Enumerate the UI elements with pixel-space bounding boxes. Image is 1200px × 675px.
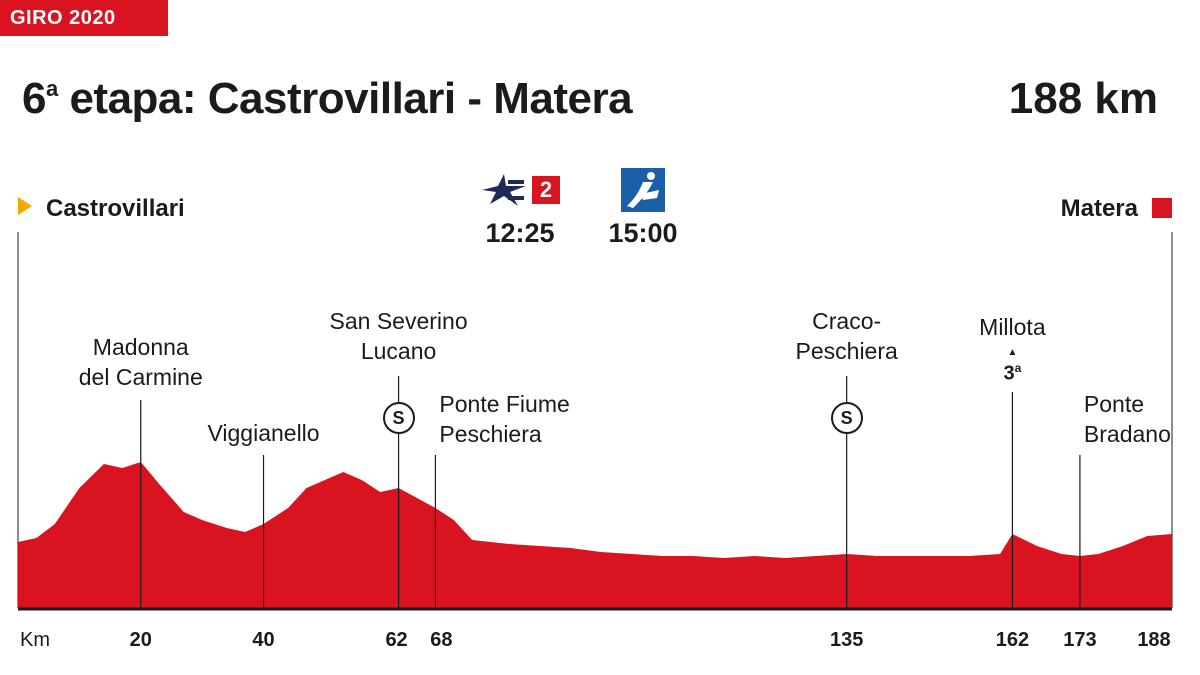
- poi-label-line: San Severino: [329, 308, 468, 334]
- poi-label-line: Lucano: [360, 338, 437, 364]
- x-tick-label: 188: [1137, 629, 1171, 651]
- x-tick-label: 173: [1063, 629, 1097, 651]
- stage-number-sup: a: [45, 76, 58, 101]
- poi-label: Ponte Fiume Peschiera: [439, 389, 569, 449]
- broadcast-teledeporte: 15:00: [598, 168, 688, 249]
- x-tick-label: 20: [129, 629, 152, 651]
- poi-label: San Severino Lucano: [330, 306, 468, 366]
- poi-label-line: Ponte: [1083, 391, 1145, 417]
- eurosport-2-badge: 2: [532, 176, 560, 204]
- poi-label-line: Viggianello: [207, 420, 320, 446]
- start-arrow-icon: [18, 197, 32, 215]
- finish-location: Matera: [1061, 195, 1172, 223]
- finish-name: Matera: [1060, 195, 1138, 222]
- poi-label-line: del Carmine: [78, 364, 203, 390]
- x-tick-label: 40: [252, 629, 275, 651]
- teledeporte-shape-icon: [621, 168, 665, 212]
- stage-number: 6: [22, 74, 46, 123]
- climb-category-number: 3: [1003, 362, 1015, 385]
- stage-distance: 188 km: [1008, 74, 1158, 123]
- x-tick-label: 68: [430, 629, 453, 651]
- climb-triangle-icon: ▲: [1007, 347, 1018, 358]
- poi-label: Craco- Peschiera: [796, 306, 898, 366]
- stage-route: etapa: Castrovillari - Matera: [57, 74, 633, 123]
- poi-label-line: Peschiera: [795, 338, 898, 364]
- broadcast-time-1: 12:25: [485, 218, 555, 248]
- broadcast-eurosport: 2 12:25: [470, 168, 570, 249]
- poi-label-line: Peschiera: [439, 421, 542, 447]
- x-tick-label: 162: [995, 629, 1030, 651]
- poi-label: Viggianello: [207, 418, 319, 448]
- race-tag: GIRO 2020: [0, 0, 168, 36]
- poi-label-line: Madonna: [92, 334, 189, 360]
- broadcast-time-2: 15:00: [608, 218, 678, 248]
- teledeporte-logo-icon: [598, 168, 688, 212]
- x-tick-label: 135: [829, 629, 864, 651]
- finish-flag-icon: [1152, 198, 1172, 218]
- elevation-area: [18, 462, 1172, 608]
- poi-label-line: Millota: [979, 314, 1046, 340]
- x-tick-label: 62: [385, 629, 408, 651]
- eurosport-2-logo-icon: 2: [470, 168, 570, 212]
- climb-category-sup: a: [1014, 361, 1022, 375]
- sprint-marker-icon: S: [830, 402, 863, 434]
- stage-title: 6a etapa: Castrovillari - Matera: [22, 74, 633, 124]
- eurosport-star-icon: [482, 174, 526, 206]
- start-name: Castrovillari: [46, 195, 185, 222]
- poi-label: Madonna del Carmine: [79, 332, 203, 392]
- poi-label: Ponte Bradano: [1084, 389, 1171, 449]
- sprint-marker-icon: S: [382, 402, 415, 434]
- start-location: Castrovillari: [18, 195, 185, 223]
- x-axis-title: Km: [20, 629, 50, 651]
- poi-label-line: Ponte Fiume: [439, 391, 570, 417]
- poi-label: Millota: [979, 312, 1045, 342]
- poi-label-line: Bradano: [1083, 421, 1171, 447]
- climb-category-marker: ▲ 3a: [998, 348, 1026, 384]
- poi-label-line: Craco-: [812, 308, 882, 334]
